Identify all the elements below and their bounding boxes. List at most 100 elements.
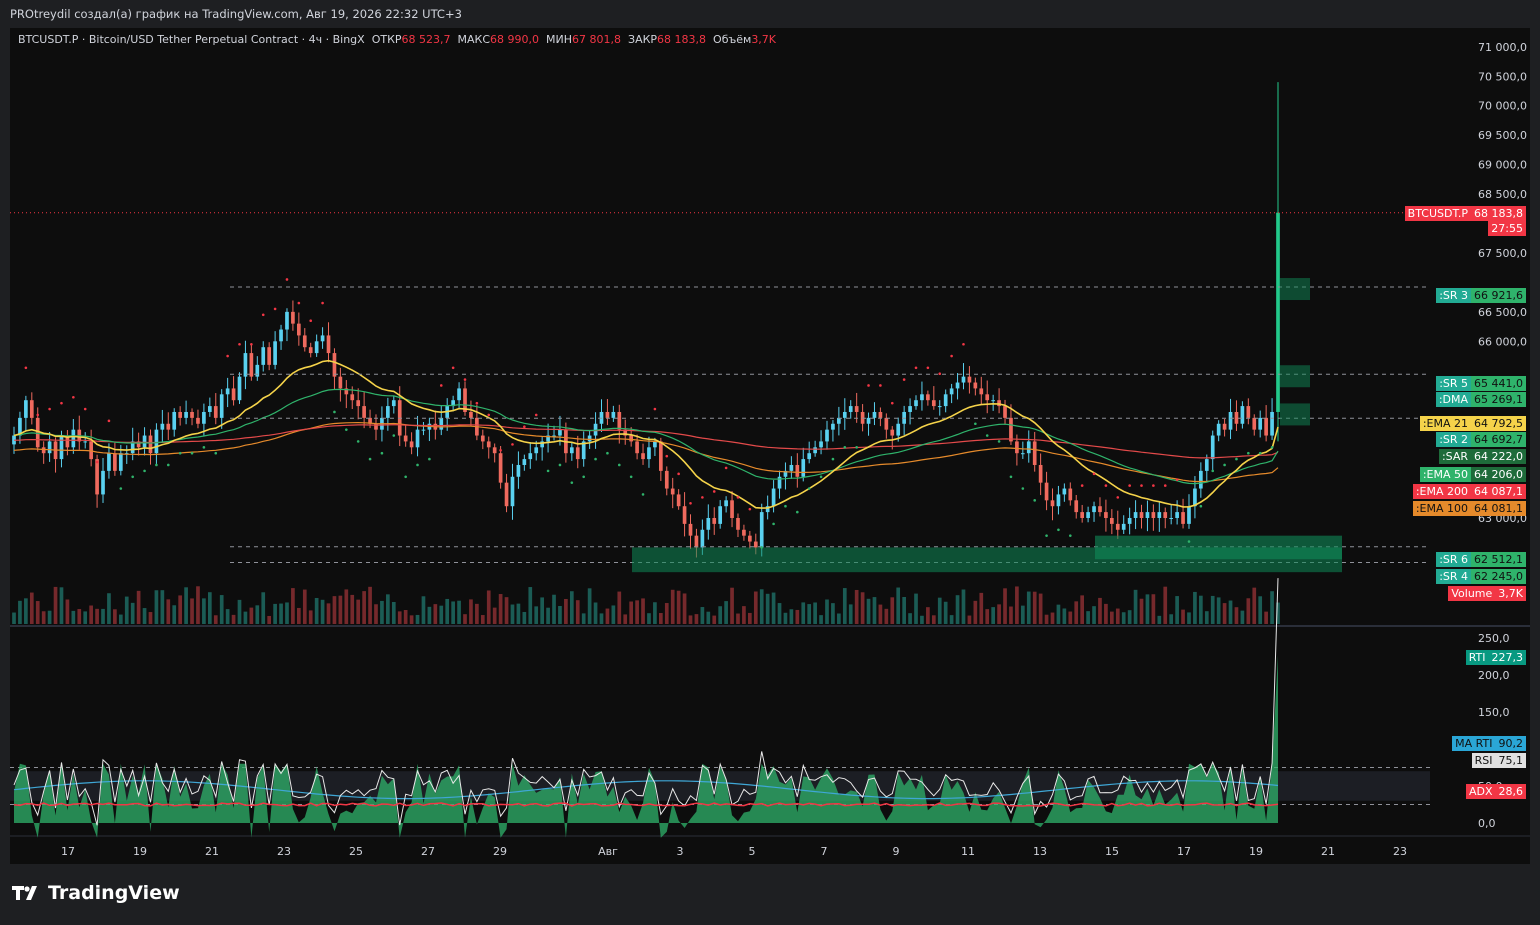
time-tick-label: Авг: [598, 845, 618, 858]
sar-dot: [772, 522, 775, 526]
sar-dot: [689, 501, 692, 505]
volume-bar: [831, 603, 835, 624]
level-tag-name: :SAR: [1438, 449, 1472, 464]
volume-bar: [973, 600, 978, 624]
time-tick-label: 29: [493, 845, 507, 858]
volume-bar: [47, 610, 52, 624]
sar-dot: [546, 469, 550, 473]
volume-bar: [617, 591, 622, 624]
volume-bar: [124, 596, 129, 624]
volume-bar: [469, 599, 473, 624]
volume-bar: [457, 600, 461, 624]
chart-svg[interactable]: 71 000,0 70 500,0 70 000,0 69 500,0 69 000,0…: [10, 28, 1530, 864]
sar-dot: [1080, 484, 1084, 487]
volume-bar: [641, 598, 645, 624]
volume-bar: [1181, 609, 1185, 624]
time-tick-label: 17: [61, 845, 75, 858]
candle-body: [24, 400, 28, 418]
candle-body: [118, 453, 123, 471]
sar-dot: [392, 434, 396, 437]
level-tag: :DMA 65 269,1: [1435, 392, 1526, 407]
pane-separator: [10, 625, 1530, 627]
candle-body: [1234, 411, 1239, 424]
sar-dot: [819, 475, 823, 479]
volume-bar: [558, 605, 562, 624]
volume-bar: [1139, 598, 1144, 624]
volume-bar: [789, 609, 794, 624]
price-tick-label: 71 000,0: [1478, 41, 1527, 54]
volume-bar: [184, 587, 188, 624]
sar-dot: [748, 507, 752, 511]
candle-body: [1181, 512, 1185, 524]
candle-body: [89, 441, 93, 460]
sar-dot: [416, 463, 419, 467]
sar-dot: [950, 354, 953, 358]
candle-body: [510, 476, 515, 507]
symbol-name[interactable]: BTCUSDT.P · Bitcoin/USD Tether Perpetual…: [18, 33, 365, 46]
volume-bar: [320, 599, 325, 624]
volume-bar: [937, 597, 942, 624]
candle-body: [866, 417, 871, 424]
sub-tick-label: 150,0: [1478, 706, 1510, 719]
adx-tag-value: 28,6: [1495, 784, 1526, 799]
candle-body: [742, 529, 746, 536]
level-tag-name: :SR 3: [1436, 288, 1472, 303]
volume-bar: [302, 589, 307, 624]
volume-bar: [825, 599, 829, 624]
sar-dot: [155, 463, 158, 467]
candle-body: [1199, 470, 1203, 489]
candle-body: [801, 459, 806, 477]
candle-body: [694, 535, 699, 548]
chart-frame[interactable]: 71 000,0 70 500,0 70 000,0 69 500,0 69 000,0…: [10, 28, 1530, 864]
volume-bar: [439, 605, 444, 624]
volume-bar: [480, 615, 485, 624]
volume-bar: [985, 609, 990, 624]
volume-bar: [765, 593, 770, 624]
level-tag-value: 64 222,0: [1471, 449, 1526, 464]
sar-dot: [974, 422, 977, 426]
volume-bar: [653, 602, 657, 624]
volume-bar: [694, 614, 699, 624]
volume-bar: [95, 608, 99, 624]
candle-body: [409, 441, 414, 448]
sar-dot: [606, 451, 609, 455]
volume-bar: [344, 589, 349, 624]
time-tick-label: 9: [893, 845, 900, 858]
candle-body: [1121, 523, 1126, 530]
volume-bar: [759, 589, 764, 624]
rsi-tag-value: 75,1: [1495, 753, 1526, 768]
sub-tick-label: 0,0: [1478, 817, 1496, 830]
volume-bar: [783, 612, 788, 624]
rsi-line: [13, 578, 1279, 826]
candle-body: [1110, 517, 1114, 524]
sar-dot: [879, 384, 882, 387]
sar-dot: [285, 278, 289, 281]
chart-header: PROtreydil создал(а) график на TradingVi…: [0, 0, 1540, 28]
level-tag-name: :SR 5: [1436, 376, 1472, 391]
candle-body: [1115, 523, 1120, 530]
countdown-tag: 27:55: [1488, 220, 1526, 236]
candle-body: [926, 394, 930, 401]
candle-body: [1193, 488, 1197, 507]
tradingview-logo[interactable]: TradingView: [12, 882, 180, 904]
candle-body: [522, 459, 527, 465]
sar-dot: [261, 313, 265, 317]
sar-dot: [1223, 463, 1226, 467]
candle-body: [837, 417, 841, 424]
volume-bar: [1038, 593, 1043, 624]
adx-tag-name: ADX: [1465, 784, 1496, 799]
low-label: МИН: [546, 33, 573, 46]
sar-dot: [641, 493, 645, 496]
candle-body: [196, 417, 200, 424]
candle-body: [41, 447, 46, 454]
volume-bar: [807, 604, 812, 624]
volume-bar: [1193, 591, 1197, 624]
volume-bar: [902, 596, 906, 624]
sar-dot: [439, 384, 443, 387]
volume-bar: [866, 598, 871, 624]
volume-bar: [1151, 594, 1156, 624]
candle-body: [374, 423, 378, 430]
volume-bar: [564, 598, 568, 624]
volume-bar: [997, 604, 1001, 624]
volume-bar: [504, 597, 509, 624]
